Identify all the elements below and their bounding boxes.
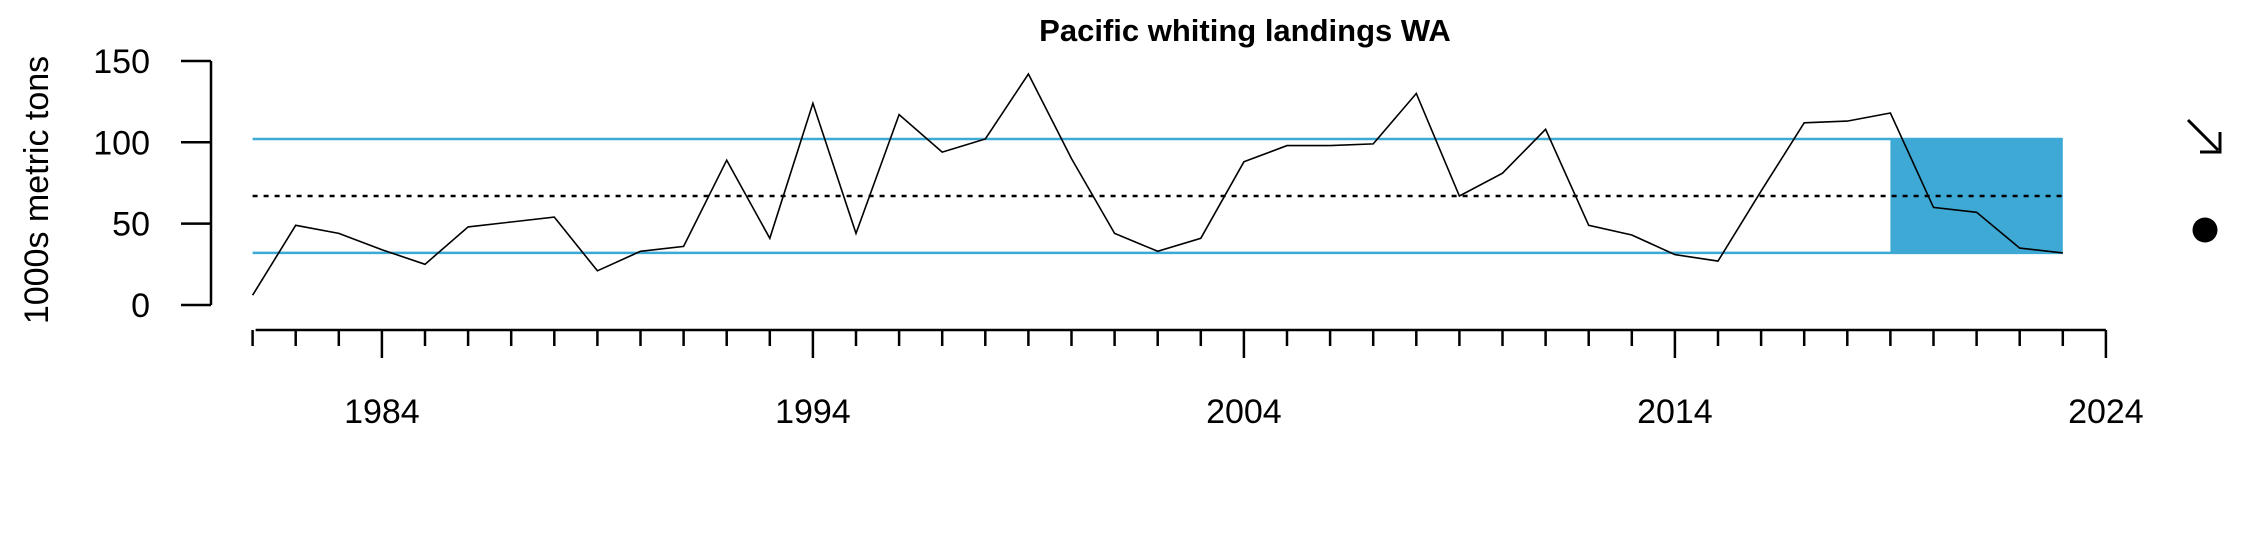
x-tick-label: 1994	[775, 393, 851, 431]
x-tick-label: 2024	[2068, 393, 2144, 431]
chart-title: Pacific whiting landings WA	[1039, 13, 1451, 48]
series-line	[251, 72, 2063, 296]
y-tick-label: 100	[93, 124, 150, 162]
arrow-shaft	[2186, 118, 2220, 152]
filled-circle-icon	[2192, 217, 2218, 243]
plot-area: 0 50 100 150 1984 1994 2004 2014 2024	[93, 43, 2222, 431]
highlight-band	[1890, 139, 2063, 253]
y-tick-label: 50	[112, 206, 150, 244]
y-tick-label: 150	[93, 43, 150, 81]
arrow-head	[2200, 132, 2222, 154]
arrow-down-right-icon	[2186, 118, 2222, 154]
y-axis-label: 1000s metric tons	[18, 56, 56, 324]
y-tick-label: 0	[131, 287, 150, 325]
x-tick-label: 2004	[1206, 393, 1282, 431]
x-tick-label: 2014	[1637, 393, 1713, 431]
x-tick-label: 1984	[344, 393, 420, 431]
